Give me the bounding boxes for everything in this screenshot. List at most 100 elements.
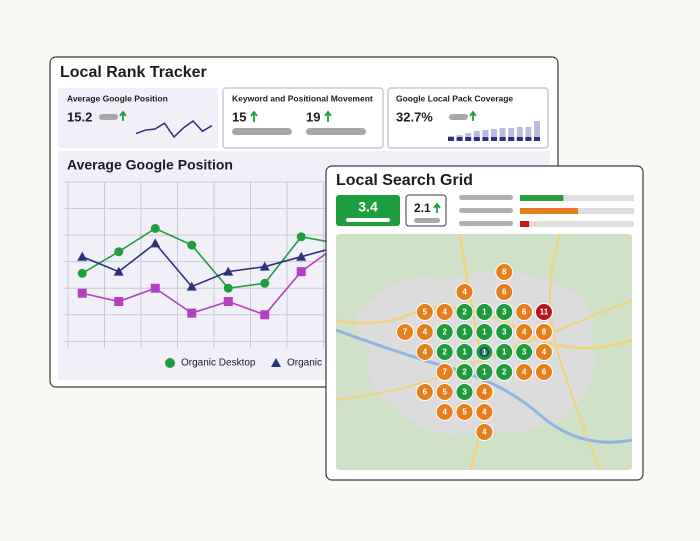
card-title: Local Rank Tracker bbox=[60, 64, 207, 81]
rank-label: 8 bbox=[502, 268, 507, 277]
rank-label: 1 bbox=[462, 348, 467, 357]
rank-pin bbox=[534, 303, 553, 321]
chart-title: Average Google Position bbox=[67, 157, 233, 173]
river bbox=[336, 328, 632, 444]
rank-pin bbox=[455, 283, 474, 301]
pill bbox=[99, 114, 118, 120]
pill bbox=[346, 218, 390, 222]
rank-label: 5 bbox=[423, 308, 428, 317]
rank-label: 1 bbox=[482, 308, 487, 317]
placeholder-bar bbox=[459, 208, 513, 213]
rank-label: 1 bbox=[482, 328, 487, 337]
coverage-bar-base bbox=[525, 137, 532, 141]
coverage-bar-base bbox=[473, 137, 480, 141]
rank-pin bbox=[455, 403, 474, 421]
stat-value: 15.2 bbox=[67, 109, 92, 124]
point bbox=[77, 251, 88, 261]
rank-label: 1 bbox=[462, 328, 467, 337]
rank-label: 6 bbox=[522, 308, 527, 317]
rank-label: 2 bbox=[442, 328, 447, 337]
stat-value: 32.7% bbox=[396, 109, 433, 124]
rank-pin bbox=[495, 343, 514, 361]
point bbox=[77, 268, 87, 278]
coverage-bar bbox=[473, 131, 480, 141]
stat-label: Keyword and Positional Movement bbox=[232, 93, 373, 103]
point bbox=[187, 308, 197, 318]
rank-label: 3 bbox=[522, 348, 527, 357]
point bbox=[223, 297, 233, 307]
rank-pin bbox=[435, 383, 454, 401]
rank-label: 8 bbox=[542, 328, 547, 337]
point bbox=[77, 288, 87, 298]
rank-pin bbox=[475, 423, 494, 441]
rank-label: 2 bbox=[462, 368, 467, 377]
rank-label: 5 bbox=[442, 388, 447, 397]
point bbox=[150, 283, 160, 293]
rank-label: 4 bbox=[482, 408, 487, 417]
progress-bar bbox=[520, 195, 564, 201]
rank-label: 1 bbox=[482, 368, 487, 377]
road bbox=[549, 234, 601, 470]
coverage-bar bbox=[491, 129, 497, 141]
stat-label: Google Local Pack Coverage bbox=[396, 93, 513, 103]
road bbox=[336, 299, 632, 401]
stat-value: 19 bbox=[306, 109, 320, 124]
progress-bar bbox=[520, 221, 530, 227]
up-arrow bbox=[469, 110, 477, 121]
rank-label: 2 bbox=[462, 308, 467, 317]
rank-pin bbox=[475, 303, 494, 321]
coverage-bar-base bbox=[456, 137, 463, 141]
coverage-bar-base bbox=[516, 137, 523, 141]
line bbox=[81, 242, 338, 288]
rank-pin bbox=[475, 323, 494, 341]
point bbox=[260, 310, 270, 320]
rank-pin bbox=[475, 343, 494, 361]
point bbox=[260, 278, 270, 288]
rank-label: 6 bbox=[542, 368, 547, 377]
search-grid-card: Local Search Grid 3.4 2.1 84 65 4 2 1 3 6 117 4 2… bbox=[325, 165, 644, 481]
rank-pin bbox=[515, 303, 534, 321]
line bbox=[82, 244, 339, 316]
coverage-bar bbox=[508, 128, 515, 141]
road bbox=[336, 306, 632, 350]
rank-pin bbox=[495, 283, 514, 301]
coverage-bar-base bbox=[465, 137, 472, 141]
coverage-bar bbox=[534, 121, 540, 141]
legend-marker bbox=[165, 358, 175, 368]
coverage-bar-base bbox=[534, 137, 540, 141]
progress-bar bbox=[520, 208, 579, 214]
point bbox=[223, 266, 234, 276]
point bbox=[150, 238, 161, 248]
rank-label: 2 bbox=[442, 348, 447, 357]
coverage-bar bbox=[482, 130, 489, 141]
rank-pin bbox=[455, 303, 474, 321]
rank-pin bbox=[515, 363, 534, 381]
coverage-bar bbox=[525, 127, 532, 141]
rank-pin bbox=[455, 383, 474, 401]
stat-value: 15 bbox=[232, 109, 246, 124]
coverage-bar-base bbox=[491, 137, 497, 141]
rank-pin bbox=[495, 323, 514, 341]
progress-track bbox=[520, 195, 634, 201]
rank-label: 5 bbox=[462, 408, 467, 417]
point bbox=[296, 232, 306, 242]
pill bbox=[449, 114, 468, 120]
rank-label: 3 bbox=[502, 308, 507, 317]
rank-pin bbox=[534, 343, 553, 361]
pill bbox=[306, 128, 366, 135]
placeholder-bar bbox=[459, 195, 513, 200]
line bbox=[81, 227, 338, 290]
rank-pin bbox=[415, 343, 434, 361]
coverage-bar bbox=[516, 127, 523, 141]
rank-pin bbox=[495, 303, 514, 321]
up-arrow bbox=[250, 110, 258, 122]
point bbox=[296, 251, 307, 261]
rank-label: 4 bbox=[423, 328, 428, 337]
rank-label: 2 bbox=[502, 368, 507, 377]
up-arrow bbox=[119, 110, 127, 121]
rank-label: 3 bbox=[462, 388, 467, 397]
rank-pin bbox=[435, 303, 454, 321]
legend-label: Organic Desktop bbox=[181, 358, 256, 369]
rank-label: 11 bbox=[540, 308, 549, 317]
rank-label: 4 bbox=[462, 288, 467, 297]
